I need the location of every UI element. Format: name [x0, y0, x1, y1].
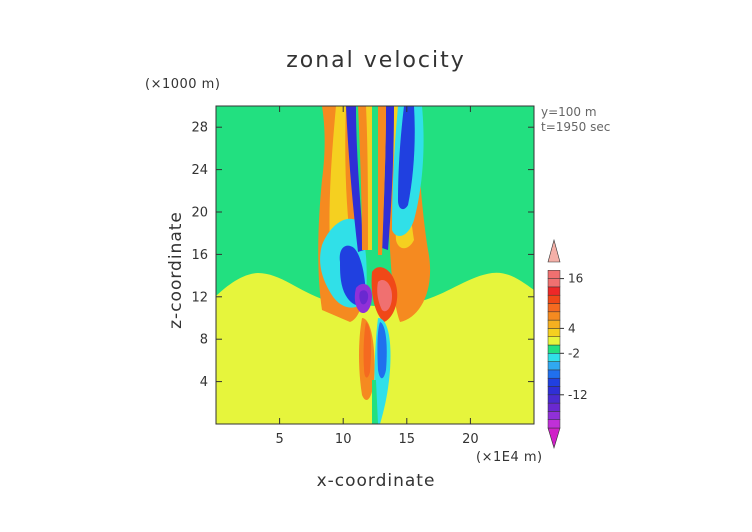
field-red-plume — [363, 322, 372, 378]
info-time-label: t=1950 sec — [541, 120, 611, 134]
colorbar-min-triangle — [547, 427, 561, 450]
field-pink-core — [377, 279, 392, 312]
field-yellow-stripe — [366, 106, 372, 250]
x-tick-label: 20 — [462, 432, 479, 447]
colorbar-swatch — [547, 319, 561, 329]
field-blue-right — [398, 106, 415, 210]
colorbar-swatch — [547, 311, 561, 321]
plot-field — [216, 106, 534, 424]
y-tick-label: 4 — [200, 375, 208, 390]
colorbar-swatch — [547, 278, 561, 288]
field-blue-plume — [377, 322, 387, 379]
y-tick-label: 8 — [200, 333, 208, 348]
colorbar-swatch — [547, 286, 561, 296]
colorbar-swatch — [547, 328, 561, 337]
y-unit-label: (×1000 m) — [145, 77, 221, 92]
x-ticks: 5 10 15 20 — [275, 106, 479, 447]
colorbar-swatch — [547, 336, 561, 346]
field-blue-stripe-1 — [346, 106, 364, 252]
colorbar-swatch — [547, 270, 561, 279]
y-tick-label: 24 — [191, 163, 208, 178]
field-orange-stripe — [358, 106, 368, 250]
field-magenta-spot — [359, 290, 369, 305]
field-yellow-region — [216, 272, 534, 424]
y-tick-label: 16 — [191, 248, 208, 263]
plot-frame — [215, 105, 535, 425]
colorbar-swatch — [547, 394, 561, 404]
x-unit-label: (×1E4 m) — [476, 450, 543, 465]
colorbar-swatch — [547, 361, 561, 371]
y-ticks: 4 8 12 16 20 24 28 — [191, 121, 534, 390]
colorbar-swatch — [547, 303, 561, 313]
colorbar: 16 4 -2 -12 — [547, 238, 588, 450]
colorbar-swatch — [547, 402, 561, 412]
colorbar-label: -12 — [568, 388, 588, 402]
field-green-stripe — [372, 106, 378, 260]
y-tick-label: 20 — [191, 206, 208, 221]
field-green-bottom-stripe — [372, 380, 378, 424]
y-tick-label: 12 — [191, 290, 208, 305]
colorbar-swatch — [547, 353, 561, 362]
x-tick-label: 10 — [335, 432, 352, 447]
colorbar-swatch — [547, 411, 561, 420]
x-tick-label: 15 — [399, 432, 416, 447]
info-y-label: y=100 m — [541, 105, 597, 119]
colorbar-label: 4 — [568, 321, 576, 335]
colorbar-swatch — [547, 369, 561, 379]
colorbar-label: -2 — [568, 346, 580, 360]
colorbar-swatch — [547, 377, 561, 387]
colorbar-swatch — [547, 344, 561, 354]
colorbar-swatch — [547, 386, 561, 396]
field-blue-stripe-2 — [382, 106, 394, 250]
x-tick-label: 5 — [275, 432, 283, 447]
colorbar-swatch — [547, 419, 561, 429]
chart-title: zonal velocity — [286, 48, 466, 73]
colorbar-swatch — [547, 294, 561, 304]
colorbar-label: 16 — [568, 272, 583, 286]
field-orange-stripe-2 — [378, 106, 386, 255]
colorbar-max-triangle — [547, 238, 561, 263]
y-tick-label: 28 — [191, 121, 208, 136]
x-axis-label: x-coordinate — [316, 471, 436, 491]
